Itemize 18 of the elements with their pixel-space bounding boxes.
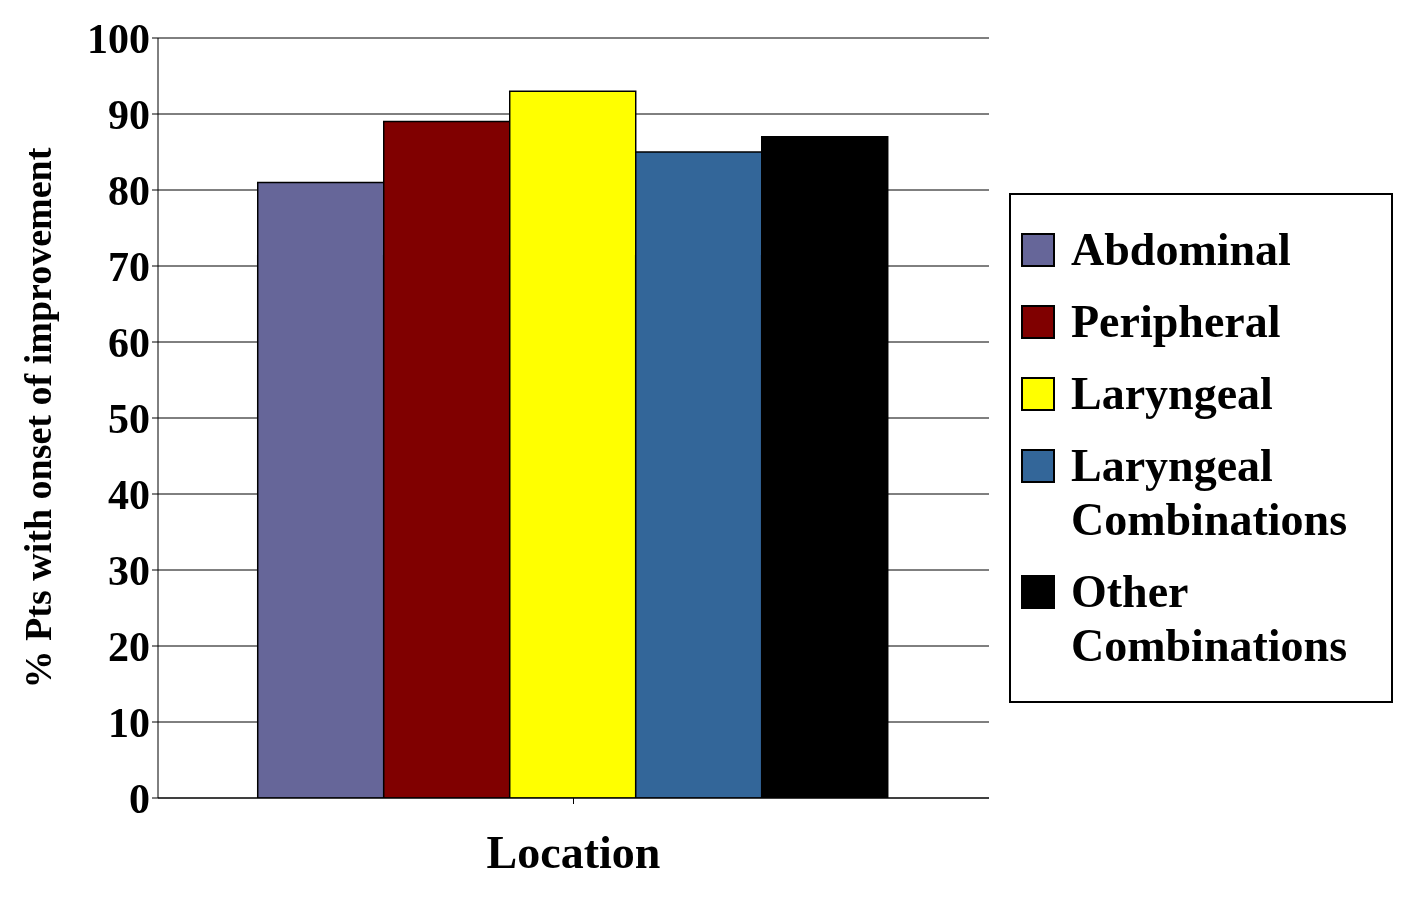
y-tick-label: 100 bbox=[87, 15, 150, 62]
y-tick-label: 70 bbox=[108, 243, 150, 290]
y-tick-label: 20 bbox=[108, 623, 150, 670]
y-tick-label: 50 bbox=[108, 395, 150, 442]
legend-label: Laryngeal bbox=[1071, 367, 1273, 421]
y-tick-label: 60 bbox=[108, 319, 150, 366]
y-axis-title: % Pts with onset of improvement bbox=[17, 147, 60, 689]
y-tick-label: 30 bbox=[108, 547, 150, 594]
y-tick-label: 0 bbox=[129, 775, 150, 822]
y-tick-label: 90 bbox=[108, 91, 150, 138]
legend-label: Laryngeal Combinations bbox=[1071, 439, 1349, 547]
y-tick-label: 80 bbox=[108, 167, 150, 214]
x-axis-title: Location bbox=[486, 827, 661, 878]
legend-label: Other Combinations bbox=[1071, 565, 1349, 673]
y-tick-label: 10 bbox=[108, 699, 150, 746]
legend-label: Peripheral bbox=[1071, 295, 1281, 349]
y-tick-label: 40 bbox=[108, 471, 150, 518]
legend-label: Abdominal bbox=[1071, 223, 1291, 277]
